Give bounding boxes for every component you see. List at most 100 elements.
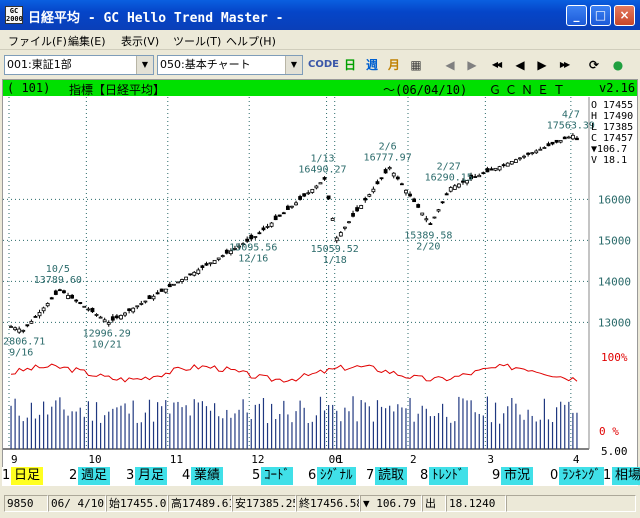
back-icon[interactable]: ◀: [445, 58, 455, 72]
status-volume: 18.1240: [446, 495, 506, 512]
candle-body: [513, 159, 518, 163]
menu-file[interactable]: ファイル(F): [8, 35, 67, 48]
function-tabs: 1 日足 2 週足 3 月足 4 業績 5 ｺｰﾄﾞ 6 ｼｸﾞﾅﾙ 7 読取 8 ﾄﾚﾝﾄﾞ 9 市況 0 ﾗﾝｷﾝ…: [2, 467, 640, 486]
tab-6[interactable]: 読取: [375, 467, 408, 485]
annotation-date: 1/18: [323, 255, 347, 266]
chart-area[interactable]: ( 101) 指標【日経平均】 〜(06/04/10) ＧＣＮＥＴ v2.16 …: [2, 79, 638, 468]
candle-body: [151, 295, 156, 300]
candle-body: [395, 176, 400, 180]
candle-body: [363, 197, 368, 201]
candle-body: [224, 249, 229, 254]
annotation-price: 16777.97: [364, 153, 412, 164]
price-chart[interactable]: 16000150001400013000910111206123412806.7…: [3, 97, 637, 467]
candle-body: [570, 134, 575, 140]
candle-body: [505, 162, 510, 167]
annotation-date: 2/27: [437, 162, 461, 173]
candle-body: [334, 237, 339, 242]
menu-bar: ファイル(F) 編集(E) 表示(V) ツール(T) ヘルプ(H): [0, 30, 640, 50]
candle-body: [66, 295, 70, 299]
status-close: 終17456.58: [296, 495, 360, 512]
step-forward-icon[interactable]: ▶: [537, 58, 547, 72]
code-button[interactable]: CODE: [308, 59, 339, 70]
candle-body: [253, 236, 258, 238]
candle-body: [318, 182, 323, 185]
globe-icon[interactable]: ●: [612, 58, 624, 72]
candle-body: [526, 152, 531, 155]
oscillator-line: [10, 363, 578, 383]
candle-body: [53, 290, 58, 295]
rewind-fast-icon[interactable]: ◀◀: [491, 60, 502, 69]
candle-body: [452, 185, 457, 190]
forward-icon[interactable]: ▶: [467, 58, 477, 72]
menu-help[interactable]: ヘルプ(H): [226, 35, 276, 48]
status-blank: [506, 495, 636, 512]
annotation-date: 9/16: [9, 347, 33, 358]
candle-body: [155, 292, 160, 295]
tab-9[interactable]: ﾗﾝｷﾝｸﾞ: [559, 467, 604, 485]
candle-body: [383, 169, 388, 174]
tab-number: 7: [366, 468, 375, 483]
chevron-down-icon[interactable]: ▼: [285, 56, 302, 74]
candle-body: [273, 215, 278, 221]
candle-body: [465, 180, 469, 184]
tab-2[interactable]: 月足: [135, 467, 168, 485]
candle-body: [74, 299, 79, 302]
menu-tools[interactable]: ツール(T): [173, 35, 222, 48]
candle-body: [493, 167, 498, 171]
tab-1[interactable]: 週足: [78, 467, 111, 485]
tab-10[interactable]: 相場: [612, 467, 640, 485]
price-tick-label: 14000: [598, 275, 631, 288]
annotation-date: 10/21: [92, 340, 122, 351]
app-icon[interactable]: GC 2000: [5, 6, 23, 24]
chart-type-select[interactable]: 050:基本チャート ▼: [157, 55, 303, 75]
tab-4[interactable]: ｺｰﾄﾞ: [261, 467, 293, 485]
maximize-button[interactable]: □: [590, 5, 611, 26]
title-bar[interactable]: GC 2000 日経平均 - GC Hello Trend Master - _ …: [0, 0, 640, 30]
price-tick-label: 16000: [598, 193, 631, 206]
step-back-icon[interactable]: ◀: [515, 58, 525, 72]
candle-body: [245, 238, 250, 242]
daily-button[interactable]: 日: [343, 58, 356, 72]
info-bar: ( 101) 指標【日経平均】 〜(06/04/10) ＧＣＮＥＴ v2.16: [3, 80, 637, 97]
candle-body: [269, 222, 274, 227]
candle-body: [196, 269, 201, 274]
volume-pct-label: 0 %: [599, 425, 619, 438]
candle-body: [17, 328, 22, 333]
monthly-button[interactable]: 月: [387, 58, 400, 72]
menu-edit[interactable]: 編集(E): [68, 35, 106, 48]
candle-body: [371, 188, 376, 193]
market-select[interactable]: 001:東証1部 ▼: [4, 55, 154, 75]
tab-7[interactable]: ﾄﾚﾝﾄﾞ: [429, 467, 468, 485]
tab-number: 1: [2, 468, 11, 483]
month-tick-label: 10: [88, 453, 101, 466]
tab-5[interactable]: ｼｸﾞﾅﾙ: [317, 467, 356, 485]
candle-body: [566, 136, 571, 139]
calendar-button[interactable]: ▦: [410, 58, 422, 72]
info-code: ( 101): [7, 81, 51, 95]
forward-fast-icon[interactable]: ▶▶: [559, 60, 570, 69]
close-button[interactable]: ×: [614, 5, 635, 26]
tab-number: 5: [252, 468, 261, 483]
candle-body: [106, 322, 111, 325]
candle-body: [404, 189, 408, 194]
menu-view[interactable]: 表示(V): [121, 35, 160, 48]
tab-number: 9: [492, 468, 501, 483]
candle-body: [277, 214, 282, 217]
candle-body: [412, 198, 417, 203]
annotation-price: 16290.15: [425, 173, 473, 184]
candle-body: [188, 273, 193, 276]
tab-8[interactable]: 市況: [501, 467, 534, 485]
market-select-value: 001:東証1部: [7, 58, 72, 71]
tab-3[interactable]: 業績: [191, 467, 224, 485]
status-date: 06/ 4/10: [48, 495, 106, 512]
minimize-button[interactable]: _: [566, 5, 587, 26]
chevron-down-icon[interactable]: ▼: [136, 56, 153, 74]
candle-body: [171, 283, 176, 286]
weekly-button[interactable]: 週: [365, 58, 378, 72]
tab-0[interactable]: 日足: [11, 467, 44, 485]
status-out: 出: [422, 495, 446, 512]
refresh-icon[interactable]: ⟳: [588, 58, 600, 72]
tab-number: 8: [420, 468, 429, 483]
candle-body: [497, 166, 502, 171]
tab-number: 1: [603, 468, 612, 483]
